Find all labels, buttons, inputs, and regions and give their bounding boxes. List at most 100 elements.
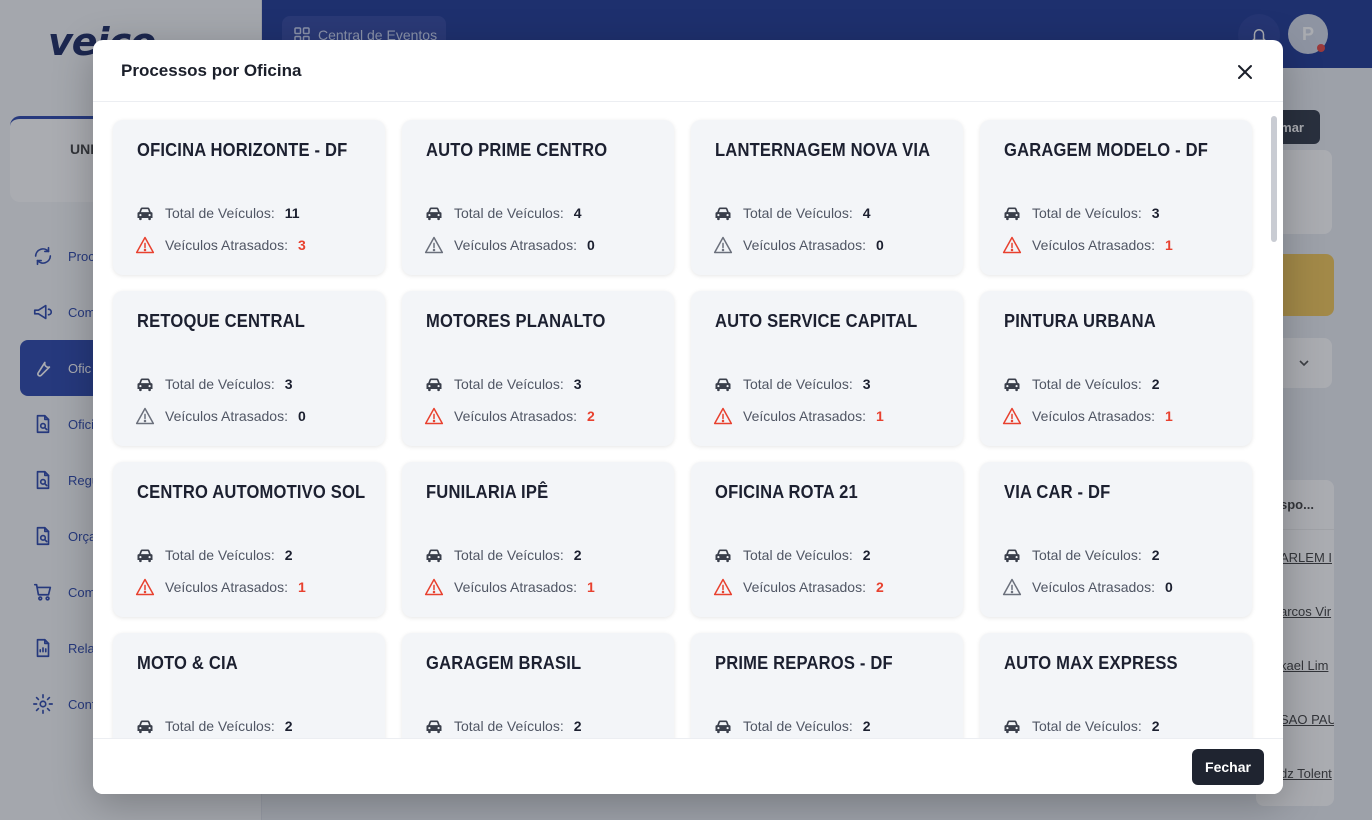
document-search-icon — [36, 470, 50, 490]
cart-icon — [33, 583, 52, 601]
workshop-card[interactable]: AUTO MAX EXPRESS Total de Veículos: 2 — [980, 633, 1252, 738]
total-value: 3 — [284, 376, 293, 392]
total-vehicles: Total de Veículos: 2 — [713, 545, 871, 565]
workshop-name: AUTO MAX EXPRESS — [1004, 653, 1178, 673]
warning-icon — [1002, 578, 1022, 596]
late-vehicles: Veículos Atrasados: 1 — [424, 577, 595, 597]
late-vehicles: Veículos Atrasados: 1 — [135, 577, 306, 597]
late-label: Veículos Atrasados: — [743, 237, 866, 253]
workshop-card[interactable]: RETOQUE CENTRAL Total de Veículos: 3 Veícul… — [113, 291, 385, 446]
total-label: Total de Veículos: — [165, 376, 275, 392]
scrollbar[interactable] — [1271, 116, 1277, 242]
workshop-card[interactable]: CENTRO AUTOMOTIVO SOL Total de Veículos: 2… — [113, 462, 385, 617]
car-icon — [715, 378, 731, 392]
late-value: 0 — [875, 237, 884, 253]
workshop-card[interactable]: FUNILARIA IPÊ Total de Veículos: 2 Veículos… — [402, 462, 674, 617]
workshop-name: FUNILARIA IPÊ — [426, 482, 549, 502]
sidebar-item-7[interactable]: Rela — [20, 620, 250, 676]
workshop-name: CENTRO AUTOMOTIVO SOL — [137, 482, 366, 502]
sidebar-item-5[interactable]: Orça — [20, 508, 250, 564]
total-value: 2 — [1151, 718, 1160, 734]
workshop-name: OFICINA ROTA 21 — [715, 482, 858, 502]
workshop-card[interactable]: OFICINA HORIZONTE - DF Total de Veículos:… — [113, 120, 385, 275]
workshop-card[interactable]: AUTO PRIME CENTRO Total de Veículos: 4 Veíc… — [402, 120, 674, 275]
workshop-card[interactable]: PRIME REPAROS - DF Total de Veículos: 2 — [691, 633, 963, 738]
workshop-name: GARAGEM MODELO - DF — [1004, 140, 1209, 160]
total-value: 2 — [862, 547, 871, 563]
total-label: Total de Veículos: — [1032, 376, 1142, 392]
close-icon[interactable] — [1237, 64, 1253, 80]
late-value: 1 — [875, 408, 884, 424]
total-label: Total de Veículos: — [743, 376, 853, 392]
modal-header: Processos por Oficina — [93, 40, 1283, 102]
warning-icon — [135, 407, 155, 425]
sidebar-item-1[interactable]: Com — [20, 284, 250, 340]
car-icon — [715, 549, 731, 563]
modal-body[interactable]: OFICINA HORIZONTE - DF Total de Veículos:… — [93, 102, 1283, 738]
total-label: Total de Veículos: — [454, 547, 564, 563]
sidebar-item-4[interactable]: Regu — [20, 452, 250, 508]
modal-footer: Fechar — [93, 738, 1283, 794]
total-label: Total de Veículos: — [454, 376, 564, 392]
workshop-card[interactable]: MOTORES PLANALTO Total de Veículos: 3 Veícu… — [402, 291, 674, 446]
sidebar-item-3[interactable]: Ofici — [20, 396, 250, 452]
late-vehicles: Veículos Atrasados: 1 — [1002, 235, 1173, 255]
total-label: Total de Veículos: — [743, 205, 853, 221]
warning-icon — [424, 236, 444, 254]
late-vehicles: Veículos Atrasados: 2 — [424, 406, 595, 426]
tab-label: Central de Eventos — [318, 27, 438, 43]
notification-dot — [1317, 44, 1325, 52]
total-vehicles: Total de Veículos: 3 — [424, 374, 582, 394]
workshop-card[interactable]: GARAGEM BRASIL Total de Veículos: 2 — [402, 633, 674, 738]
car-icon — [715, 720, 731, 734]
total-label: Total de Veículos: — [1032, 205, 1142, 221]
table-row[interactable]: ARLEM I — [1280, 549, 1333, 565]
late-vehicles: Veículos Atrasados: 0 — [1002, 577, 1173, 597]
sidebar-item-label: Ofic — [68, 360, 92, 376]
total-label: Total de Veículos: — [454, 718, 564, 734]
warning-icon — [1002, 407, 1022, 425]
table-row[interactable]: kael Lim — [1280, 657, 1329, 673]
workshop-card[interactable]: VIA CAR - DF Total de Veículos: 2 Veículos … — [980, 462, 1252, 617]
late-label: Veículos Atrasados: — [1032, 408, 1155, 424]
total-vehicles: Total de Veículos: 3 — [1002, 203, 1160, 223]
late-vehicles: Veículos Atrasados: 1 — [1002, 406, 1173, 426]
total-value: 2 — [1151, 376, 1160, 392]
workshop-card[interactable]: LANTERNAGEM NOVA VIA Total de Veículos: 4 V… — [691, 120, 963, 275]
workshop-card[interactable]: GARAGEM MODELO - DF Total de Veículos: 3 Ve… — [980, 120, 1252, 275]
workshop-name: AUTO SERVICE CAPITAL — [715, 311, 918, 331]
late-label: Veículos Atrasados: — [1032, 237, 1155, 253]
late-vehicles: Veículos Atrasados: 0 — [713, 235, 884, 255]
total-value: 2 — [573, 547, 582, 563]
workshop-name: RETOQUE CENTRAL — [137, 311, 306, 331]
workshop-card[interactable]: OFICINA ROTA 21 Total de Veículos: 2 Veícul… — [691, 462, 963, 617]
car-icon — [426, 549, 442, 563]
late-value: 1 — [1164, 408, 1173, 424]
car-icon — [1004, 720, 1020, 734]
late-vehicles: Veículos Atrasados: 3 — [135, 235, 306, 255]
total-vehicles: Total de Veículos: 2 — [1002, 374, 1160, 394]
table-row[interactable]: arcos Vir — [1280, 603, 1332, 619]
close-button[interactable]: Fechar — [1192, 749, 1264, 785]
table-row[interactable]: dz Tolent — [1280, 765, 1332, 781]
warning-icon — [135, 578, 155, 596]
chevron-down-icon — [1299, 360, 1309, 367]
late-value: 1 — [1164, 237, 1173, 253]
total-label: Total de Veículos: — [165, 547, 275, 563]
workshop-card[interactable]: AUTO SERVICE CAPITAL Total de Veículos: 3 V… — [691, 291, 963, 446]
sidebar-item-8[interactable]: Conf — [20, 676, 250, 732]
total-label: Total de Veículos: — [1032, 718, 1142, 734]
wrench-icon — [37, 361, 51, 377]
workshop-card[interactable]: PINTURA URBANA Total de Veículos: 2 Veículo… — [980, 291, 1252, 446]
gear-icon — [33, 694, 53, 714]
document-search-icon — [36, 526, 50, 546]
sidebar-item-6[interactable]: Com — [20, 564, 250, 620]
total-value: 4 — [862, 205, 871, 221]
sidebar-item-label: Proc — [68, 248, 95, 264]
total-value: 2 — [1151, 547, 1160, 563]
refresh-process-icon — [34, 246, 52, 266]
total-label: Total de Veículos: — [743, 547, 853, 563]
table-row[interactable]: SAO PAU — [1280, 711, 1334, 727]
sidebar-item-0[interactable]: Proc — [20, 228, 250, 284]
workshop-card[interactable]: MOTO & CIA Total de Veículos: 2 — [113, 633, 385, 738]
